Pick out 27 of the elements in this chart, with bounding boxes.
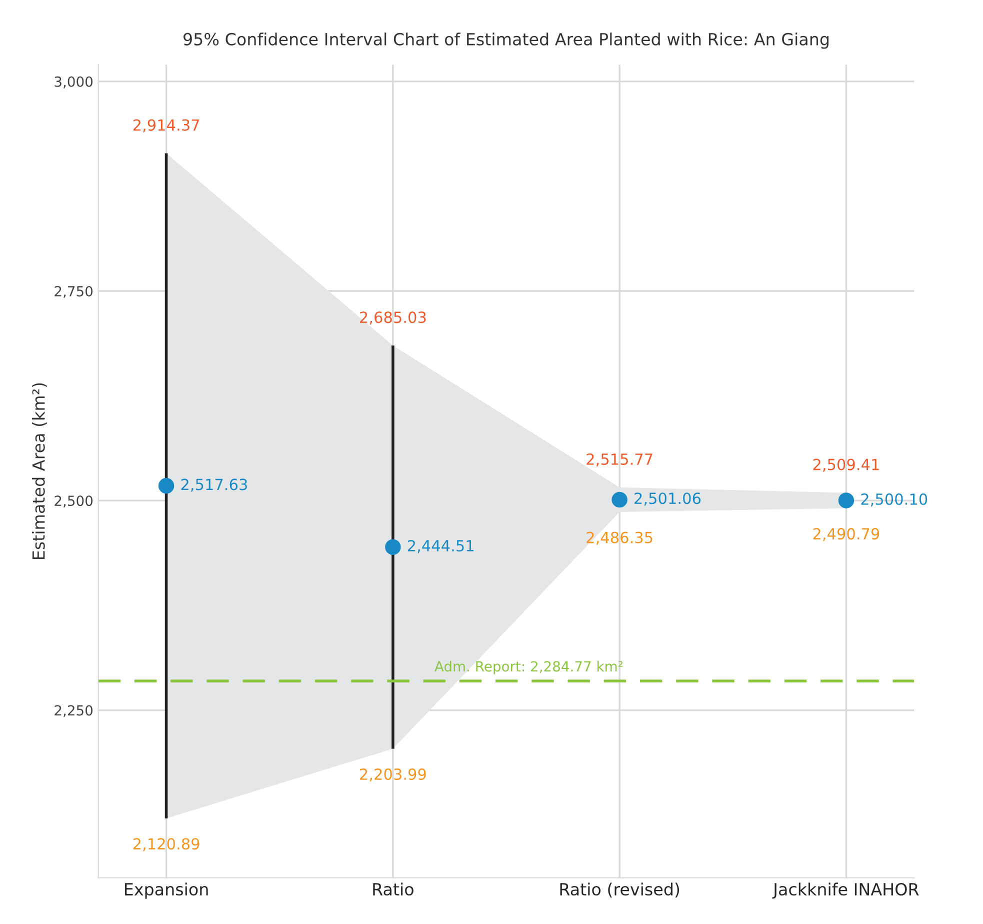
- annotation: 2,486.35: [586, 532, 652, 545]
- x-tick-label: Jackknife INAHOR: [772, 882, 919, 899]
- annotation: 2,490.79: [813, 528, 880, 542]
- x-tick-label: Ratio: [373, 882, 414, 896]
- data-label: 2,500.10: [861, 493, 928, 506]
- y-tick-label: 2,500: [54, 496, 93, 508]
- y-tick-label: 2,750: [54, 286, 93, 298]
- point: [385, 539, 401, 555]
- ref-line-label: Adm. Report: 2,284.77 km²: [434, 660, 623, 674]
- y-tick-label: 2,250: [54, 705, 93, 718]
- annotation: 2,203.99: [360, 768, 426, 782]
- x-tick-label: Ratio (revised): [560, 882, 680, 898]
- y-axis-title: Estimated Area (km²): [32, 383, 47, 559]
- point: [612, 492, 628, 508]
- y-tick-label: 3,000: [54, 76, 93, 88]
- x-tick-label: Expansion: [125, 882, 208, 899]
- annotation: 2,509.41: [813, 458, 879, 472]
- point: [158, 478, 174, 494]
- data-label: 2,501.06: [634, 492, 701, 506]
- annotation: 2,120.89: [133, 838, 200, 852]
- annotation: 2,515.77: [586, 453, 652, 467]
- annotation: 2,914.37: [133, 119, 199, 132]
- data-label: 2,444.51: [408, 540, 474, 554]
- chart-title: 95% Confidence Interval Chart of Estimated Area Planted with Rice: An Giang: [184, 32, 829, 49]
- point: [838, 492, 854, 508]
- data-label: 2,517.63: [181, 478, 247, 492]
- annotation: 2,685.03: [360, 312, 426, 325]
